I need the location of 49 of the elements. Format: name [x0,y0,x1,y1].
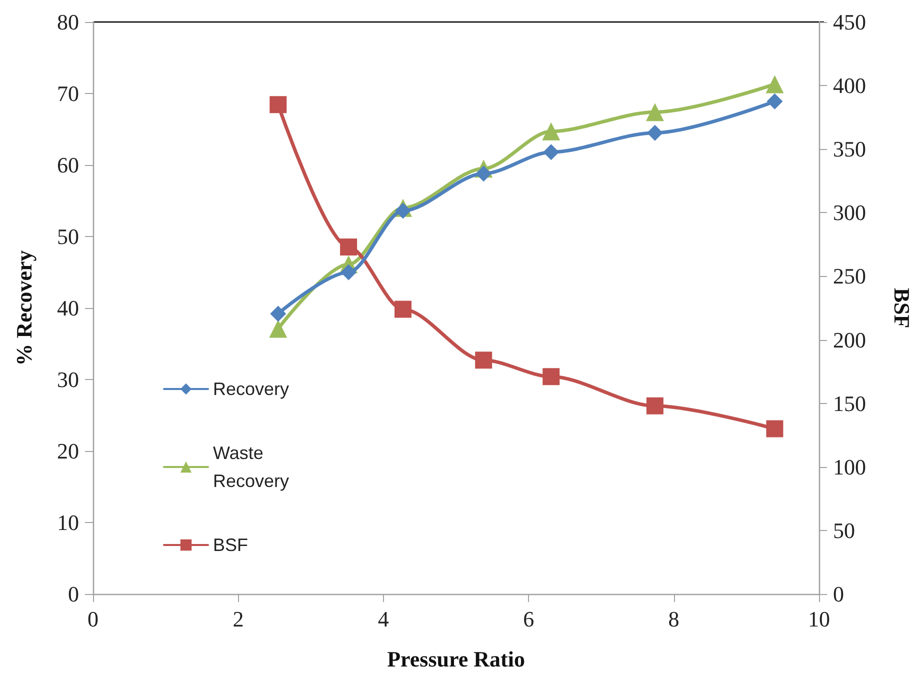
y-tick-label: 0 [68,582,79,606]
y2-tick-label: 0 [833,582,844,606]
point [543,144,560,160]
x-tick-label: 2 [232,606,244,632]
y2-tick-label: 450 [833,10,866,34]
point [270,96,287,114]
y2-tick-label: 50 [833,518,855,543]
y2-tick-label: 400 [833,73,866,98]
legend-label: Waste Recovery [213,443,290,491]
y2-tick-label: 350 [833,136,866,162]
point [646,124,663,141]
y-tick-label: 20 [57,438,79,464]
point [766,75,784,94]
y-tick-label: 80 [57,10,79,34]
y-tick-label: 50 [57,224,79,249]
y-tick-label: 40 [57,296,79,320]
y-tick-label: 10 [57,510,79,535]
point [475,352,492,369]
y2-tick-label: 150 [833,390,866,416]
point [340,264,357,280]
y2-tick-label: 250 [833,264,866,289]
y-axis-title: % Recovery [12,250,36,366]
x-tick-label: 0 [88,606,98,632]
point [269,320,288,338]
point [270,306,286,322]
x-tick-label: 10 [808,606,830,632]
y-tick-label: 70 [57,81,79,106]
point [340,238,358,256]
y2-tick-label: 300 [833,200,866,226]
y2-tick-label: 100 [833,454,866,480]
point [395,202,411,219]
x-tick-label: 6 [523,606,534,632]
point [476,166,492,182]
point [766,420,784,438]
y-tick-label: 60 [57,152,79,178]
y-tick-label: 30 [57,367,79,392]
y2-tick-label: 200 [833,327,866,352]
x-tick-label: 4 [378,606,389,632]
x-axis-title: Pressure Ratio [387,646,525,672]
point [542,122,560,140]
legend-label: BSF [213,535,248,555]
point [646,397,664,414]
x-tick-label: 8 [668,606,680,632]
point [646,103,664,122]
point [394,300,412,318]
legend-label: Recovery [213,379,290,399]
y2-axis-title: BSF [890,288,914,328]
point [542,368,560,386]
point [766,93,783,110]
